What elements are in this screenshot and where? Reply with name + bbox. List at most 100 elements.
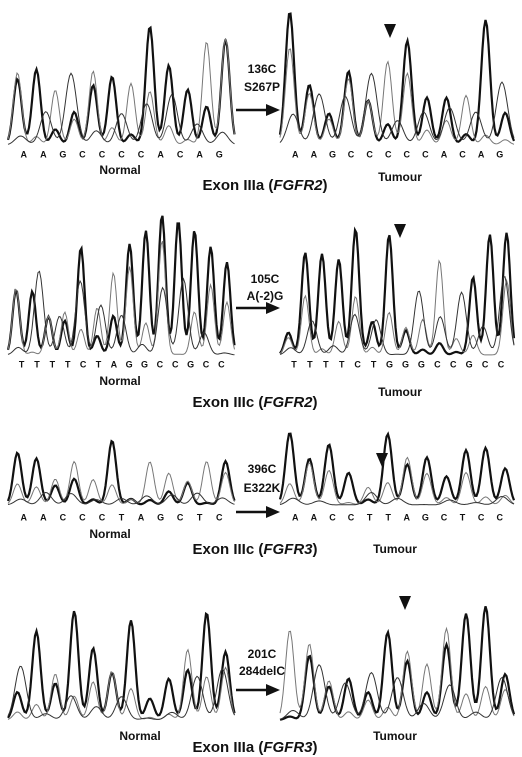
base-letter: T — [197, 512, 203, 522]
mutation-label: 136C — [248, 62, 277, 76]
exon-close: ) — [313, 739, 318, 756]
base-letter: C — [118, 149, 125, 159]
chromatogram-trace — [7, 38, 235, 144]
base-letter: C — [138, 149, 145, 159]
exon-title: Exon IIIa (FGFR3) — [192, 739, 317, 756]
mutation-label: A(-2)G — [247, 289, 284, 303]
gene-name: FGFR3 — [263, 739, 313, 756]
base-letter: C — [434, 359, 441, 369]
base-letter: C — [366, 149, 373, 159]
chromatogram-trace — [7, 665, 235, 720]
base-letter: A — [111, 359, 118, 369]
base-letter: T — [460, 512, 466, 522]
chromatogram-trace — [279, 48, 515, 145]
base-letter: A — [21, 149, 28, 159]
base-letter: C — [177, 512, 184, 522]
base-letter: C — [79, 512, 86, 522]
chromatogram-trace — [7, 72, 235, 145]
chromatogram-trace — [7, 491, 235, 505]
base-letter: A — [311, 512, 318, 522]
tumour-label: Tumour — [373, 729, 417, 743]
normal-label: Normal — [99, 163, 140, 177]
base-letter: T — [339, 359, 345, 369]
base-letter: C — [450, 359, 457, 369]
base-letter: G — [422, 512, 429, 522]
base-letter: T — [34, 359, 40, 369]
base-letter: A — [157, 149, 164, 159]
base-letter: C — [404, 149, 411, 159]
exon-close: ) — [313, 394, 318, 411]
mutation-label: E322K — [244, 481, 281, 495]
base-letter: C — [478, 512, 485, 522]
base-letter: A — [40, 512, 47, 522]
base-letter: G — [329, 149, 336, 159]
base-letter: A — [138, 512, 145, 522]
base-letter: C — [157, 359, 164, 369]
chromatogram-trace — [279, 606, 516, 721]
base-letter: C — [80, 359, 87, 369]
mutation-label: S267P — [244, 80, 280, 94]
chromatogram-trace — [279, 664, 515, 720]
base-letter: A — [292, 149, 299, 159]
base-letter: A — [404, 512, 411, 522]
gene-name: FGFR2 — [273, 177, 323, 194]
mutation-label: 201C — [248, 647, 277, 661]
exon-name: Exon IIIc ( — [192, 541, 263, 558]
base-letter: A — [40, 149, 47, 159]
mutation-marker — [376, 453, 388, 467]
base-letter: C — [99, 149, 106, 159]
chromatogram-trace — [7, 648, 235, 720]
base-letter: C — [348, 512, 355, 522]
gene-name: FGFR3 — [263, 541, 313, 558]
base-letter: G — [418, 359, 425, 369]
base-letter: T — [19, 359, 25, 369]
base-letter: T — [96, 359, 102, 369]
base-letter: C — [79, 149, 86, 159]
exon-name: Exon IIIa ( — [192, 739, 263, 756]
base-letter: C — [99, 512, 106, 522]
base-letter: A — [292, 512, 299, 522]
base-letter: G — [216, 149, 223, 159]
arrow-head — [266, 104, 280, 116]
normal-label: Normal — [99, 374, 140, 388]
chromatogram-trace — [7, 270, 235, 356]
mutation-marker — [399, 596, 411, 610]
exon-title: Exon IIIc (FGFR3) — [192, 541, 317, 558]
base-letter: C — [329, 512, 336, 522]
mutation-label: 105C — [251, 272, 280, 286]
base-letter: A — [196, 149, 203, 159]
chromatogram-trace — [279, 226, 516, 356]
base-letter: C — [422, 149, 429, 159]
base-letter: C — [496, 512, 503, 522]
chromatogram-trace — [279, 456, 515, 505]
base-letter: T — [119, 512, 125, 522]
base-letter: C — [348, 149, 355, 159]
base-letter: G — [187, 359, 194, 369]
chromatogram-trace — [279, 491, 515, 506]
base-letter: C — [498, 359, 505, 369]
base-letter: G — [402, 359, 409, 369]
base-letter: C — [354, 359, 361, 369]
chromatogram-trace — [279, 259, 515, 356]
base-letter: T — [385, 512, 391, 522]
base-letter: A — [21, 512, 28, 522]
base-letter: T — [291, 359, 297, 369]
tumour-label: Tumour — [378, 170, 422, 184]
base-letter: C — [216, 512, 223, 522]
base-letter: T — [367, 512, 373, 522]
chromatogram-trace — [279, 72, 515, 143]
tumour-label: Tumour — [373, 542, 417, 556]
base-letter: C — [459, 149, 466, 159]
base-letter: T — [50, 359, 56, 369]
exon-title: Exon IIIc (FGFR2) — [192, 394, 317, 411]
exon-name: Exon IIIa ( — [202, 177, 273, 194]
normal-label: Normal — [89, 527, 130, 541]
base-letter: G — [59, 149, 66, 159]
arrow-head — [266, 302, 280, 314]
base-letter: T — [65, 359, 71, 369]
base-letter: C — [482, 359, 489, 369]
base-letter: G — [386, 359, 393, 369]
base-letter: A — [311, 149, 318, 159]
